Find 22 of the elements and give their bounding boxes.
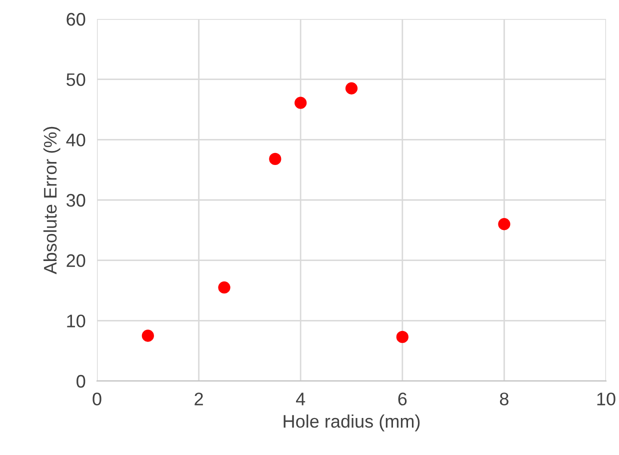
- x-tick-label: 8: [500, 392, 508, 406]
- y-tick-label: 10: [67, 314, 86, 328]
- point: [498, 218, 510, 230]
- y-tick-label: 50: [66, 73, 86, 86]
- y-tick-label: 20: [66, 254, 86, 268]
- point: [269, 152, 282, 166]
- x-axis-title: Hole radius (mm): [284, 414, 420, 432]
- x-tick-label: 0: [92, 392, 102, 406]
- y-tick-label: 30: [66, 194, 86, 207]
- point: [294, 96, 307, 109]
- x-tick-label: 2: [194, 392, 203, 406]
- y-axis-title: Absolute Error (%): [43, 126, 60, 274]
- x-tick-label: 6: [398, 392, 407, 406]
- point: [396, 330, 408, 344]
- x-tick-label: 4: [296, 392, 306, 406]
- y-tick-label: 60: [66, 12, 86, 26]
- point: [218, 281, 230, 294]
- y-tick-label: 0: [76, 374, 86, 388]
- x-tick-label: 10: [597, 392, 616, 406]
- point: [345, 82, 358, 94]
- point: [142, 330, 154, 342]
- y-tick-label: 40: [66, 134, 86, 146]
